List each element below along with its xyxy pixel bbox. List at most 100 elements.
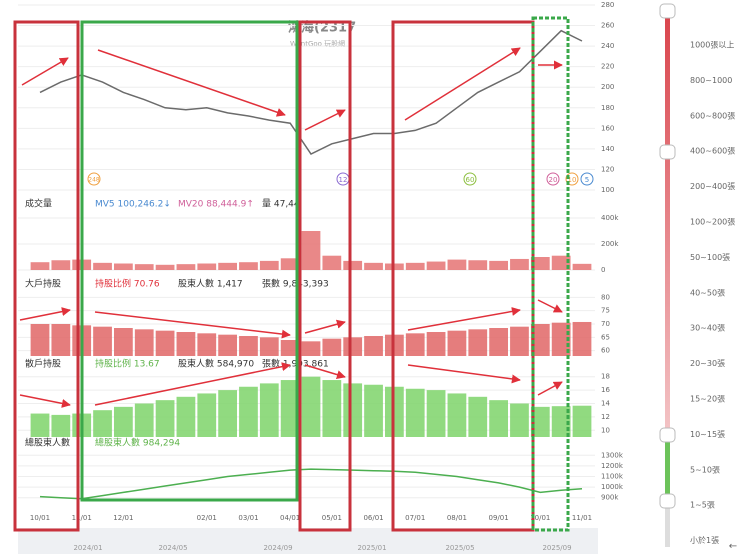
slider-label: 10~15張 (690, 430, 725, 439)
bar (572, 405, 592, 437)
arrow (407, 306, 521, 331)
bar (280, 258, 300, 270)
x-tick-label: 06/01 (363, 514, 383, 522)
event-markers: 248 12 60 20 10 5 (87, 172, 594, 186)
panel-info: MV20 88,444.9↑ (178, 200, 254, 210)
bar (93, 326, 112, 356)
slider-handle[interactable] (659, 493, 676, 509)
y-tick-label: 80 (601, 293, 610, 301)
y-tick-label: 280 (601, 1, 614, 9)
source: WantGoo 玩股網 (290, 39, 345, 48)
x-tick-label: 10/01 (530, 514, 550, 522)
line (39, 468, 583, 500)
slider-label: 600~800張 (690, 111, 735, 120)
y-tick-label: 70 (601, 320, 610, 328)
bar (572, 263, 592, 270)
bar (364, 384, 383, 437)
y-tick-label: 1000k (601, 483, 624, 491)
arrow (304, 319, 346, 334)
bar (259, 337, 279, 356)
bar (468, 260, 488, 270)
bar (218, 262, 237, 270)
bar (197, 393, 217, 437)
marker-label: 10 (568, 176, 577, 184)
y-tick-label: 260 (601, 22, 614, 30)
slider-track-red (665, 10, 670, 430)
panel-title: 成交量 (25, 198, 52, 210)
arrow (94, 362, 291, 406)
x-tick-label: 03/01 (238, 514, 258, 522)
slider-label: 1000張以上 (690, 41, 734, 50)
panel-title: 散戶持股 (25, 358, 61, 370)
navigator-bg (18, 528, 598, 554)
bar (489, 260, 508, 270)
panel-info: 量 47,44 (262, 199, 300, 210)
bar (280, 380, 300, 437)
slider-handle[interactable] (659, 144, 676, 160)
nav-label: 2025/09 (542, 544, 571, 552)
y-tick-label: 1300k (601, 451, 624, 459)
x-tick-label: 02/01 (197, 514, 217, 522)
nav-label: 2024/09 (263, 544, 292, 552)
bar (134, 329, 154, 356)
slider-handle[interactable] (659, 3, 676, 19)
marker-label: 60 (466, 176, 475, 184)
bar (114, 263, 133, 270)
y-tick-label: 75 (601, 307, 610, 315)
marker-label: 5 (585, 176, 589, 184)
panel-info: 總股東人數 984,294 (95, 437, 180, 449)
y-tick-label: 14 (601, 400, 610, 408)
bar (447, 330, 467, 356)
x-tick-label: 05/01 (322, 514, 342, 522)
y-tick-label: 1200k (601, 462, 624, 470)
slider-handle[interactable] (659, 427, 676, 443)
navigator: 2024/01 2024/05 2024/09 2025/01 2025/05 … (18, 528, 598, 554)
bar (572, 321, 592, 356)
marker (580, 172, 594, 186)
nav-label: 2024/01 (73, 544, 102, 552)
y-tick-label: 900k (601, 494, 619, 502)
panel-info: 持股比例 70.76 (95, 278, 160, 290)
bar (426, 261, 446, 270)
bar (343, 337, 363, 356)
slider-label: 5~10張 (690, 465, 720, 474)
y-tick-label: 12 (601, 413, 610, 421)
panel-info: 股東人數 584,970 (178, 358, 254, 370)
bar (405, 333, 425, 356)
bar (322, 338, 342, 356)
arrow (537, 381, 563, 396)
annotation-box (298, 20, 352, 532)
x-tick-label: 10/01 (30, 514, 50, 522)
arrow (404, 47, 521, 121)
bar (364, 336, 383, 356)
x-tick-label: 11/01 (72, 514, 92, 522)
marker-label: 12 (339, 176, 348, 184)
nav-label: 2025/05 (445, 544, 474, 552)
arrow (21, 57, 69, 86)
marker-label: 248 (88, 177, 100, 184)
slider-label: 400~600張 (690, 147, 735, 156)
x-tick-label: 09/01 (489, 514, 509, 522)
line (39, 29, 583, 155)
y-tick-label: 100 (601, 186, 614, 194)
panel-info: 股東人數 1,417 (178, 278, 243, 290)
bar (155, 330, 175, 356)
bar (134, 264, 154, 270)
annotations (13, 16, 570, 532)
y-tick-label: 1100k (601, 473, 624, 481)
bar (322, 380, 342, 437)
range-slider[interactable] (659, 3, 676, 547)
bar (51, 414, 71, 437)
bar (405, 388, 425, 437)
bar (155, 264, 175, 270)
bar (259, 383, 279, 437)
slider-label: 15~20張 (690, 395, 725, 404)
bar (197, 333, 217, 356)
x-tick-label: 04/01 (280, 514, 300, 522)
marker (546, 172, 560, 186)
bar (51, 324, 71, 356)
back-arrow[interactable]: ← (729, 541, 737, 552)
bar (530, 406, 550, 437)
annotation-box (391, 20, 535, 532)
bar (93, 262, 112, 270)
